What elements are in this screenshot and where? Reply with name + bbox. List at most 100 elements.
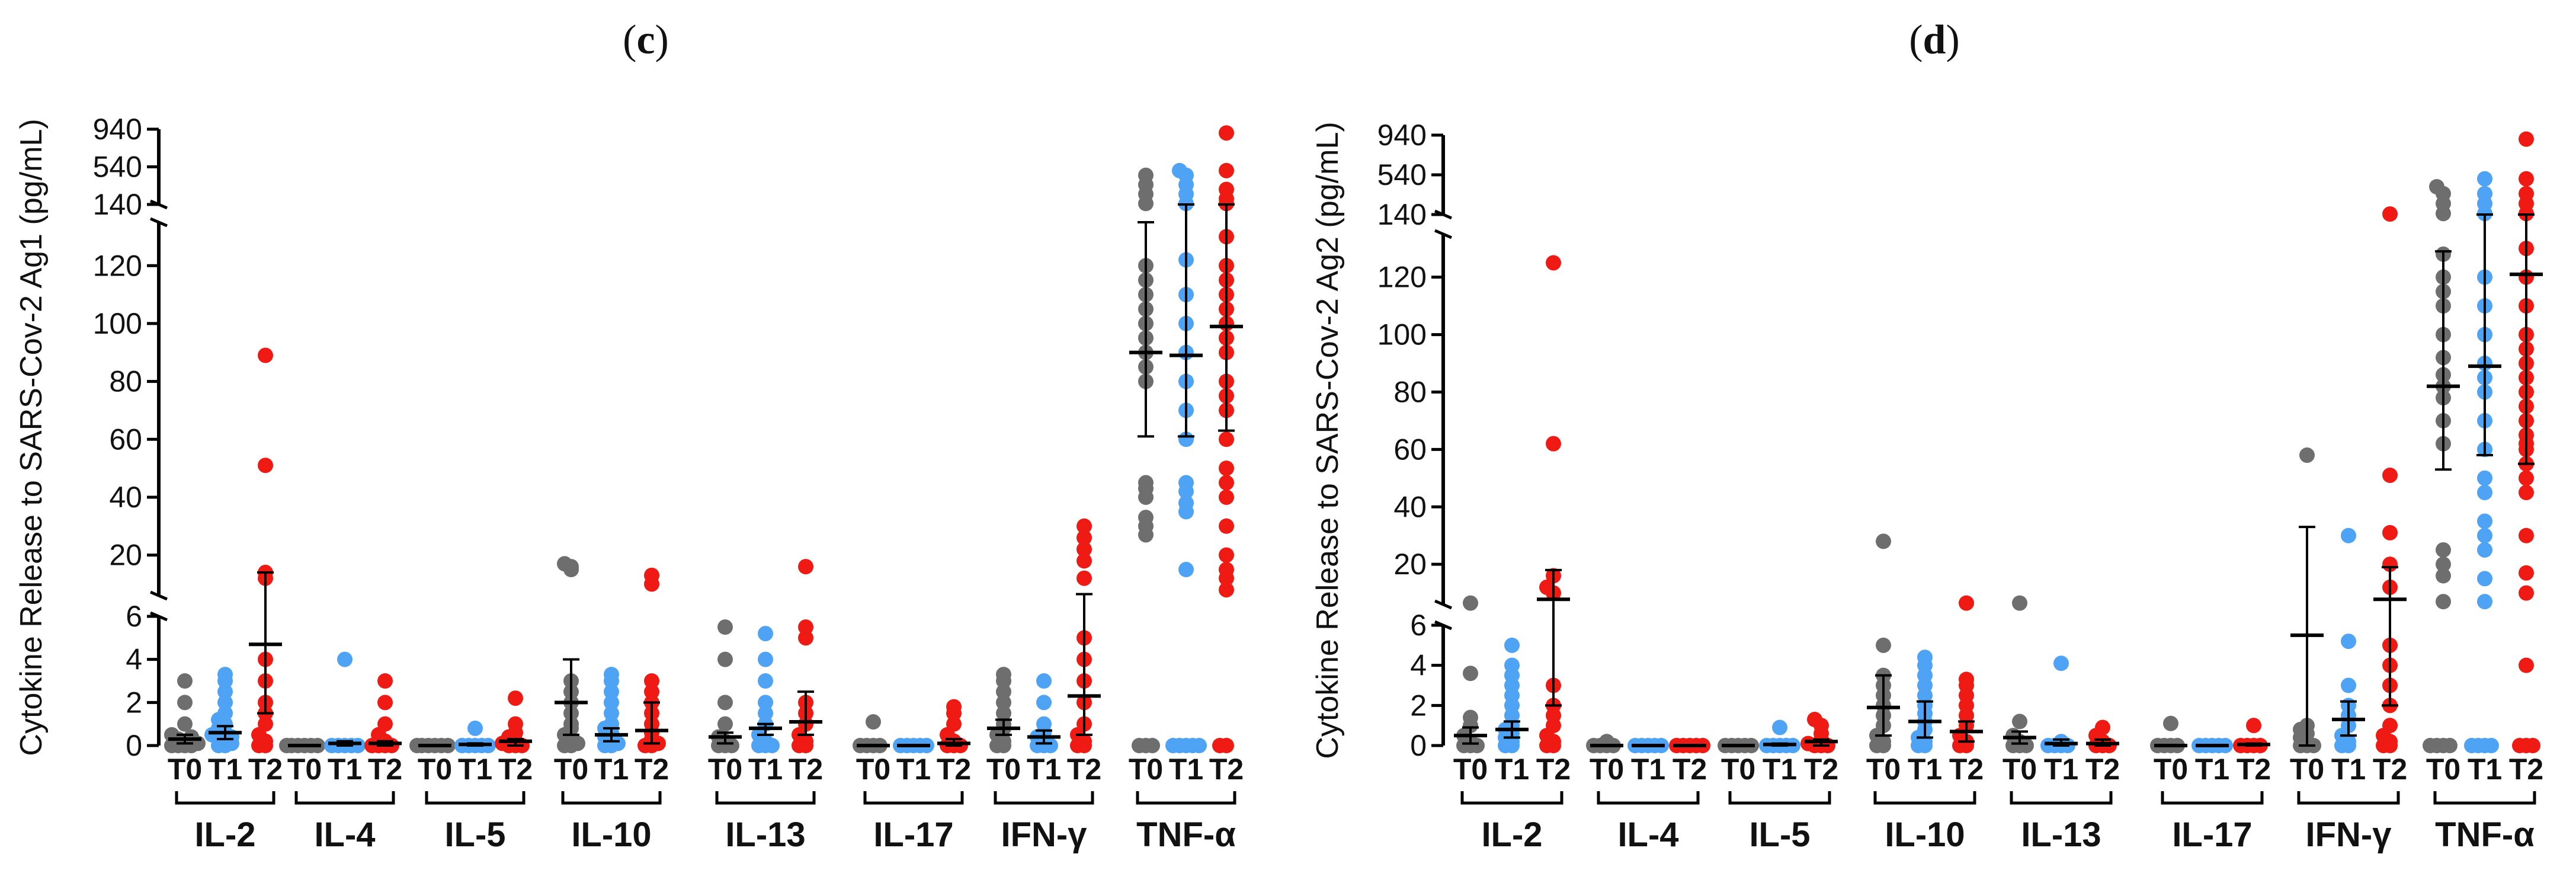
data-point-t2	[1219, 460, 1234, 476]
data-point-t1	[2341, 527, 2356, 543]
timepoint-label: T1	[896, 753, 931, 786]
data-point-t1	[2477, 485, 2492, 501]
data-point-t2	[2519, 565, 2534, 581]
panel-label-close: )	[655, 17, 669, 63]
timepoint-label: T0	[168, 753, 202, 786]
panel-label: (c)	[623, 17, 669, 63]
y-tick-label: 40	[1393, 490, 1427, 523]
y-tick-label: 20	[1393, 548, 1427, 581]
group-bracket	[863, 791, 964, 805]
panel-c: (c) Cytokine Release to SARS-Cov-2 Ag1 (p…	[14, 17, 1244, 854]
group-bracket	[1728, 791, 1831, 805]
group-bracket	[2297, 791, 2400, 805]
data-point-t2	[2519, 657, 2534, 673]
data-point-t0	[2299, 447, 2315, 463]
group-bracket	[715, 791, 816, 805]
group-bracket	[561, 791, 662, 805]
cytokine-group-label: IL-17	[2172, 815, 2252, 854]
data-point-t2	[1219, 582, 1234, 598]
data-point-t1	[1772, 719, 1787, 735]
axis-break-mark	[150, 590, 168, 601]
timepoint-label: T1	[594, 753, 629, 786]
timepoint-label: T0	[2426, 753, 2460, 786]
data-point-t2	[798, 619, 813, 635]
y-tick-label: 4	[1410, 649, 1427, 682]
data-point-t2	[1219, 181, 1234, 197]
timepoint-label: T0	[1453, 753, 1488, 786]
y-tick-label: 6	[1410, 609, 1427, 642]
data-point-t1	[604, 695, 619, 711]
y-tick-label: 540	[1377, 158, 1427, 191]
data-point-t1	[2484, 738, 2499, 753]
y-tick-label: 100	[93, 307, 142, 340]
timepoint-label: T1	[2468, 753, 2502, 786]
timepoint-label: T0	[418, 753, 452, 786]
data-point-t1	[217, 705, 233, 721]
data-point-t1	[758, 705, 773, 721]
data-point-t0	[996, 705, 1011, 721]
y-tick-label: 2	[126, 686, 142, 719]
timepoint-label: T2	[1673, 753, 1707, 786]
data-point-t2	[2525, 738, 2540, 753]
data-point-t1	[604, 667, 619, 683]
data-point-t0	[177, 673, 193, 689]
data-point-t2	[1076, 553, 1092, 569]
data-point-t0	[1463, 709, 1478, 725]
timepoint-label: T1	[1169, 753, 1203, 786]
data-point-t1	[2341, 677, 2356, 693]
y-tick-label: 100	[1377, 318, 1427, 351]
data-point-t2	[1212, 738, 1228, 753]
data-point-t2	[2519, 171, 2534, 187]
y-tick-label: 120	[1377, 261, 1427, 294]
data-point-t1	[758, 651, 773, 667]
axis-break-mark	[1434, 599, 1452, 610]
data-point-t0	[2012, 595, 2027, 611]
data-point-t1	[2477, 594, 2492, 610]
group-bracket	[1597, 791, 1700, 805]
panel-label-close: )	[1946, 17, 1959, 63]
y-tick-label: 60	[1393, 433, 1427, 466]
panel-label-letter: c	[636, 17, 655, 63]
data-point-t2	[1546, 436, 1561, 452]
group-bracket	[2010, 791, 2113, 805]
timepoint-label: T2	[2237, 753, 2271, 786]
data-point-t0	[2436, 542, 2451, 558]
data-point-t0	[2436, 568, 2451, 584]
y-tick-label: 940	[1377, 119, 1427, 152]
timepoint-label: T0	[554, 753, 588, 786]
data-point-t2	[1219, 125, 1234, 141]
y-tick-label: 20	[109, 539, 142, 572]
timepoint-label: T0	[2154, 753, 2188, 786]
y-tick-label: 0	[126, 729, 142, 762]
data-point-t2	[946, 716, 962, 732]
data-point-t2	[2382, 467, 2398, 483]
data-point-t2	[258, 716, 273, 732]
data-point-t0	[1138, 510, 1154, 526]
data-point-t0	[1876, 637, 1891, 653]
cytokine-group-label: IL-2	[194, 815, 255, 854]
data-point-t1	[1036, 695, 1052, 711]
timepoint-label: T2	[248, 753, 283, 786]
cytokine-group-label: IL-17	[873, 815, 953, 854]
data-point-t0	[1463, 666, 1478, 682]
data-point-t2	[2246, 718, 2261, 734]
panel-d: (d) Cytokine Release to SARS-Cov-2 Ag2 (p…	[1311, 17, 2543, 854]
data-point-t1	[2477, 571, 2492, 587]
cytokine-group-label: IL-10	[571, 815, 651, 854]
data-point-t1	[1172, 162, 1187, 178]
data-point-t2	[2382, 718, 2398, 734]
data-point-t2	[1219, 562, 1234, 578]
data-point-t1	[1165, 738, 1181, 753]
cytokine-group-label: IFN-γ	[1001, 815, 1088, 854]
timepoint-label: T0	[2290, 753, 2324, 786]
data-point-t1	[1178, 495, 1194, 511]
y-tick-label: 80	[1393, 375, 1427, 408]
y-tick-label: 120	[93, 249, 142, 282]
data-point-t0	[996, 667, 1011, 683]
cytokine-group-label: IFN-γ	[2306, 815, 2392, 854]
data-point-t0	[1145, 738, 1160, 753]
timepoint-label: T1	[1027, 753, 1061, 786]
data-point-t2	[377, 695, 393, 711]
data-point-t2	[508, 690, 523, 706]
data-point-t0	[1132, 738, 1147, 753]
